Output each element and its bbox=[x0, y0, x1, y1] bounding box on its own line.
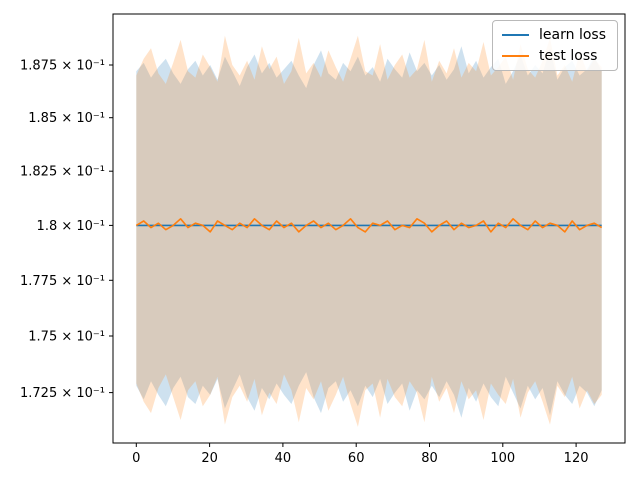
legend-item-test-loss: test loss bbox=[502, 49, 606, 63]
y-tick-label: 1.775 × 10⁻¹ bbox=[20, 274, 105, 289]
legend-line-swatch-test bbox=[502, 55, 530, 57]
band-learn-loss bbox=[136, 46, 602, 418]
y-tick-label: 1.75 × 10⁻¹ bbox=[28, 330, 105, 345]
x-tick-label: 40 bbox=[275, 451, 292, 466]
axes-spines bbox=[112, 13, 626, 444]
y-tick-label: 1.825 × 10⁻¹ bbox=[20, 165, 105, 180]
y-tick-label: 1.85 × 10⁻¹ bbox=[28, 111, 105, 126]
x-tick-label: 100 bbox=[490, 451, 515, 466]
y-tick-label: 1.8 × 10⁻¹ bbox=[37, 219, 105, 234]
legend: learn loss test loss bbox=[492, 20, 618, 71]
band-test-loss bbox=[136, 35, 602, 427]
legend-item-learn-loss: learn loss bbox=[502, 28, 606, 42]
legend-label-test-loss: test loss bbox=[539, 48, 598, 64]
x-tick-label: 20 bbox=[201, 451, 218, 466]
x-tick-label: 0 bbox=[132, 451, 140, 466]
y-tick-label: 1.875 × 10⁻¹ bbox=[20, 59, 105, 74]
legend-line-swatch-learn bbox=[502, 34, 530, 36]
x-tick-label: 80 bbox=[421, 451, 438, 466]
x-tick-label: 60 bbox=[348, 451, 365, 466]
y-tick-label: 1.725 × 10⁻¹ bbox=[20, 386, 105, 401]
line-test-loss bbox=[135, 218, 603, 233]
x-tick-label: 120 bbox=[564, 451, 589, 466]
legend-label-learn-loss: learn loss bbox=[539, 27, 606, 43]
